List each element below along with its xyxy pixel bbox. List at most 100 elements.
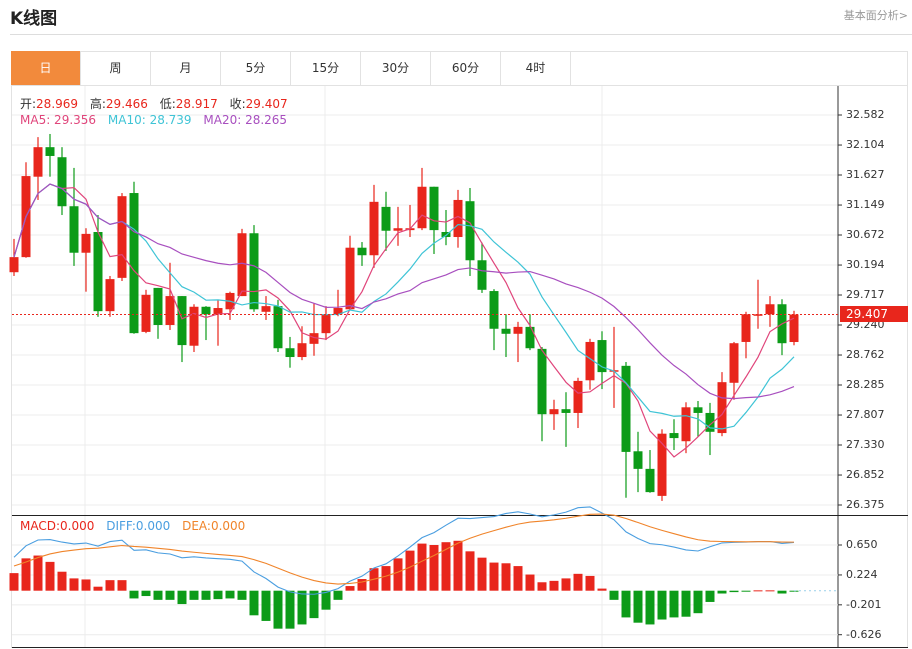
macd-bar [489,562,499,591]
candle-up [189,306,199,346]
tab-5min[interactable]: 5分 [221,51,291,85]
candle-up [369,201,379,256]
macd-bar [117,580,127,591]
macd-bar [189,590,199,600]
chart-panel [11,51,908,648]
macd-bar [141,590,151,597]
candle-down [693,407,703,413]
candle-up [717,382,727,434]
candle-up [9,257,19,273]
macd-bar [237,590,247,600]
macd-bar [333,590,343,600]
macd-bar [213,590,223,600]
macd-bar [777,590,787,594]
price-tick-label: 31.627 [846,168,885,181]
close-label: 收: [229,97,246,111]
macd-bar [669,590,679,618]
low-value: 28.917 [175,97,218,111]
macd-legend: MACD:0.000 DIFF:0.000 DEA:0.000 [20,519,253,533]
macd-bar [621,590,631,618]
candle-up [453,199,463,238]
candle-down [705,412,715,432]
candle-down [129,193,139,334]
macd-bar [81,579,91,591]
macd-bar [741,590,751,592]
macd-bar [525,574,535,591]
open-label: 开: [20,97,37,111]
macd-tick-label: -0.626 [846,627,882,641]
price-tick-label: 28.285 [846,377,885,391]
candle-up [237,233,247,297]
macd-bar [273,590,283,629]
price-tick-label: 26.852 [846,468,885,482]
macd-bar [249,590,259,616]
macd-bar [417,543,427,591]
candle-up [729,343,739,383]
last-price-label: 29.407 [840,306,908,322]
diff-line [13,506,795,595]
candle-up [105,279,115,312]
candle-up [657,433,667,496]
macd-bar [129,590,139,599]
candle-down [561,409,571,413]
macd-bar [69,578,79,591]
candle-up [141,294,151,332]
macd-bar [9,573,19,591]
dea-value: DEA:0.000 [182,519,246,533]
macd-bar [657,590,667,620]
candle-down [153,287,163,325]
macd-bar [633,590,643,623]
candle-up [297,343,307,358]
candle-up [213,308,223,315]
macd-bar [285,590,295,629]
candle-up [117,196,127,278]
diff-value: DIFF:0.000 [106,519,171,533]
high-label: 高: [89,97,106,111]
candle-up [549,409,559,415]
candle-up [789,314,799,343]
macd-bar [753,590,763,592]
macd-bar [477,557,487,591]
candle-up [393,228,403,231]
candle-down [249,233,259,310]
candle-down [633,451,643,469]
price-tick-label: 30.672 [846,228,885,241]
macd-bar [381,566,391,591]
tab-week[interactable]: 周 [81,51,151,85]
candle-down [621,365,631,452]
candle-down [501,328,511,334]
candle-up [513,326,523,334]
ohlc-legend: 开:28.969 高:29.466 低:28.917 收:29.407 [20,95,296,112]
candle-up [309,333,319,344]
fundamental-analysis-link[interactable]: 基本面分析> [843,9,908,22]
macd-bar [33,555,43,591]
price-tick-label: 28.762 [846,348,885,362]
close-value: 29.407 [245,97,288,111]
tab-60min[interactable]: 60分 [431,51,501,85]
macd-bar [465,551,475,591]
candle-down [273,306,283,349]
page-title: K线图 [10,9,58,29]
tab-30min[interactable]: 30分 [361,51,431,85]
candle-up [753,314,763,316]
macd-bar [321,590,331,610]
tab-15min[interactable]: 15分 [291,51,361,85]
price-tick-label: 27.330 [846,437,885,451]
candle-down [285,348,295,358]
macd-bar [585,575,595,591]
macd-bar [429,545,439,591]
open-value: 28.969 [36,97,79,111]
macd-bar [573,573,583,591]
macd-bar [45,561,55,591]
macd-value: MACD:0.000 [20,519,95,533]
candle-up [765,304,775,315]
price-tick-label: 26.375 [846,498,885,511]
high-value: 29.466 [105,97,148,111]
tab-month[interactable]: 月 [151,51,221,85]
candle-up [333,308,343,315]
macd-bar [21,558,31,591]
tab-4hour[interactable]: 4时 [501,51,571,85]
macd-bar [597,588,607,591]
tab-day[interactable]: 日 [11,51,81,85]
